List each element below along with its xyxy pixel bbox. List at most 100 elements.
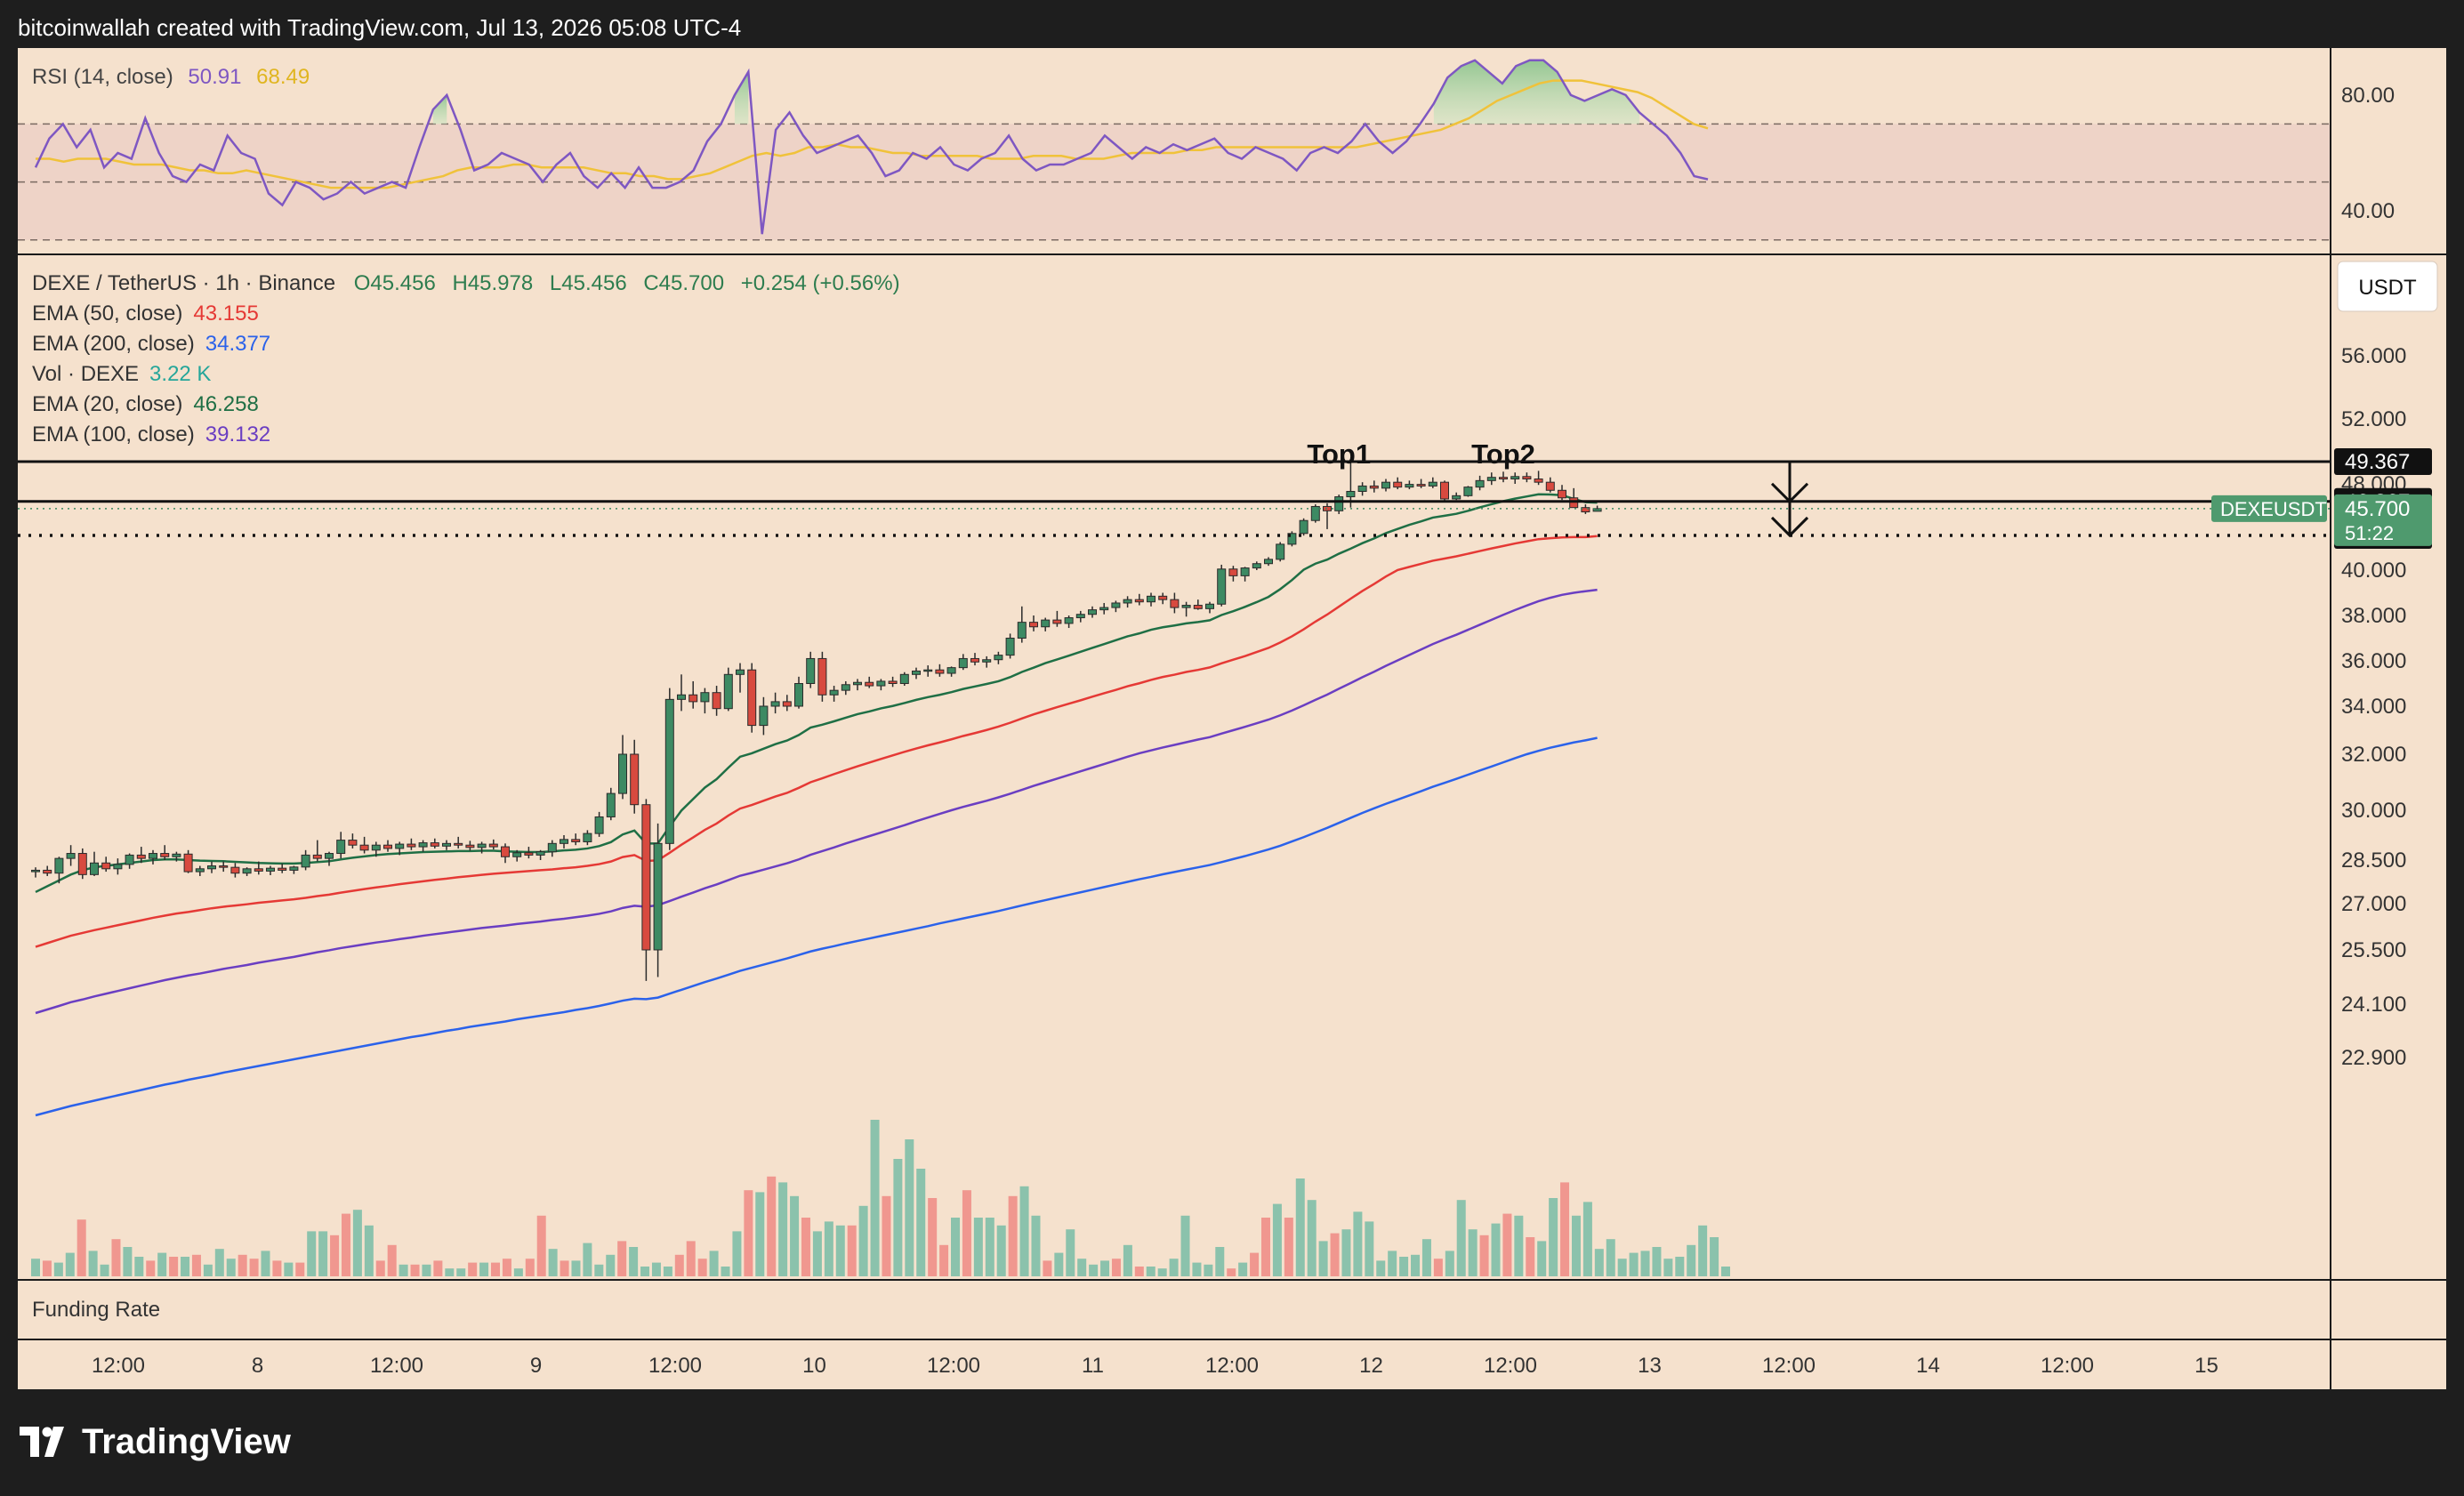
volume-bar	[847, 1225, 857, 1276]
volume-bar	[1514, 1215, 1524, 1276]
volume-bar	[422, 1264, 431, 1276]
candle-body	[1088, 609, 1097, 615]
volume-bar	[341, 1213, 350, 1276]
volume-bar	[525, 1259, 535, 1276]
volume-bar	[399, 1264, 408, 1276]
ohlc-low: L45.456	[550, 271, 627, 295]
rsi-ma-value: 68.49	[256, 65, 310, 89]
candle-body	[653, 842, 663, 951]
volume-bar	[157, 1252, 167, 1276]
candle-body	[1592, 508, 1602, 512]
candle-body	[1041, 619, 1051, 628]
candle-body	[1111, 602, 1121, 608]
funding-rate-label: Funding Rate	[32, 1298, 160, 1322]
volume-bar	[387, 1244, 397, 1276]
rsi-pane[interactable]: RSI (14, close) 50.91 68.49	[18, 59, 2331, 241]
indicator-legend-row: EMA (50, close) 43.155	[32, 302, 259, 326]
candle-body	[1205, 603, 1214, 609]
candle-body	[1134, 599, 1144, 603]
volume-bar	[307, 1231, 317, 1276]
price-scale[interactable]: 56.00052.00048.00040.00038.00036.00034.0…	[2341, 344, 2406, 1070]
candle-body	[488, 843, 498, 848]
candle-body	[747, 669, 757, 727]
volume-bar	[134, 1257, 144, 1276]
candle-body	[664, 698, 674, 844]
volume-bar	[295, 1262, 305, 1276]
candle-body	[136, 854, 146, 859]
candle-body	[994, 655, 1003, 661]
volume-bar	[352, 1210, 362, 1276]
price-tick-label: 25.500	[2341, 938, 2406, 962]
volume-bar	[571, 1260, 581, 1276]
candle-body	[207, 865, 216, 870]
volume-bar	[1031, 1215, 1041, 1276]
rsi-legend: RSI (14, close) 50.91 68.49	[32, 65, 310, 89]
volume-bar	[536, 1215, 546, 1276]
candle-body	[712, 692, 721, 710]
tradingview-logo[interactable]: TradingView	[20, 1420, 291, 1464]
currency-button[interactable]: USDT	[2337, 261, 2438, 312]
volume-bar	[1146, 1267, 1156, 1276]
volume-bar	[882, 1195, 891, 1276]
rsi-tick-label: 40.00	[2341, 199, 2395, 223]
rsi-scale[interactable]: 80.00 40.00	[2341, 84, 2395, 223]
candle-body	[442, 842, 451, 847]
rsi-band	[18, 124, 2331, 240]
volume-bar	[1456, 1200, 1466, 1276]
candle-body	[1099, 607, 1109, 611]
volume-bar	[468, 1262, 478, 1276]
candle-body	[606, 792, 616, 817]
target-arrows[interactable]	[1770, 462, 1809, 538]
candle-body	[923, 669, 933, 672]
candle-body	[583, 832, 592, 842]
tradingview-logo-icon	[20, 1427, 64, 1457]
rsi-overbought-area	[432, 94, 447, 125]
indicator-legend-row: EMA (100, close) 39.132	[32, 422, 270, 446]
candle-body	[1416, 484, 1426, 487]
chart-frame[interactable]: RSI (14, close) 50.91 68.49 Top1 Top2	[18, 48, 2446, 1389]
ohlc-open: O45.456	[354, 271, 436, 295]
volume-bar	[100, 1264, 109, 1276]
volume-bar	[651, 1262, 661, 1276]
candle-body	[560, 839, 568, 844]
time-axis[interactable]: 12:00 8 12:00 9 12:00 10 12:00 11 12:00 12 12:00 13…	[92, 1354, 2218, 1378]
candle-body	[254, 868, 263, 872]
candle-body	[1029, 622, 1038, 628]
time-tick-label: 12:00	[370, 1354, 423, 1378]
volume-bar	[1077, 1259, 1087, 1276]
candle-body	[1545, 481, 1555, 491]
volume-bar	[1491, 1223, 1501, 1276]
last-price-badge-bg	[2334, 494, 2432, 546]
candle-body	[1064, 617, 1074, 624]
last-price-badge: 45.700	[2345, 497, 2410, 521]
candle-body	[1452, 495, 1461, 500]
candle-body	[1181, 605, 1191, 608]
volume-bar	[870, 1120, 880, 1276]
candle-body	[1276, 543, 1285, 560]
resistance-badge-bg	[2334, 448, 2432, 476]
top2-label: Top2	[1471, 438, 1535, 470]
volume-bar	[191, 1254, 201, 1276]
candle-body	[688, 694, 698, 703]
volume-bar	[1433, 1259, 1443, 1276]
volume-bar	[249, 1259, 259, 1276]
candle-body	[677, 694, 686, 700]
candle-body	[841, 684, 850, 691]
ema50-line	[35, 535, 1598, 948]
candle-body	[1299, 519, 1308, 535]
volume-bar	[606, 1254, 616, 1276]
time-tick-label: 12:00	[2041, 1354, 2094, 1378]
price-tick-label: 40.000	[2341, 559, 2406, 583]
price-pane[interactable]: Top1 Top2 DEXE / TetherUS · 1h · Binance…	[18, 271, 2331, 1276]
candle-body	[195, 868, 205, 873]
volume-bar	[1721, 1267, 1730, 1276]
candle-body	[183, 853, 193, 873]
candle-body	[325, 853, 334, 859]
candle-body	[888, 680, 898, 685]
chart-svg[interactable]: RSI (14, close) 50.91 68.49 Top1 Top2	[18, 48, 2446, 1389]
price-tick-label: 30.000	[2341, 799, 2406, 823]
candle-body	[278, 867, 287, 871]
volume-bar	[1421, 1239, 1431, 1276]
indicator-value: 39.132	[205, 422, 270, 446]
